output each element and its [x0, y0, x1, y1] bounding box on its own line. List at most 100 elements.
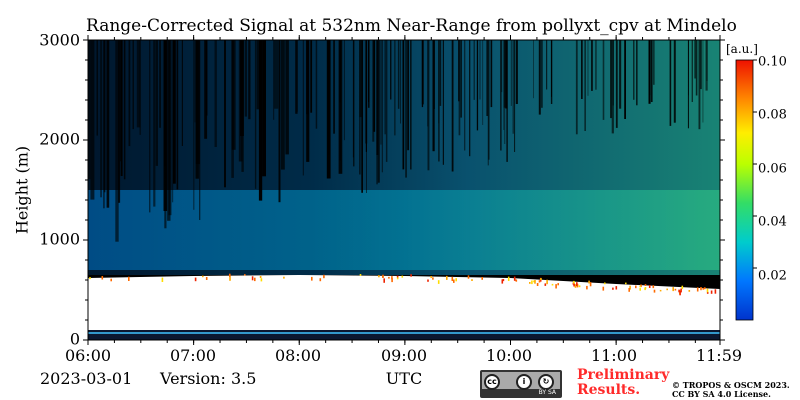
colorbar-tick-label: 0.04	[758, 214, 787, 230]
cloud-base-marker	[714, 289, 717, 294]
cloud-base-marker	[446, 275, 448, 280]
cloud-base-marker	[700, 287, 702, 291]
cloud-base-marker	[576, 282, 578, 287]
cloud-base-marker	[688, 290, 691, 292]
signal-dropout-streak	[490, 40, 493, 108]
axis-ticks	[83, 35, 725, 345]
signal-dropout-streak	[486, 40, 488, 116]
signal-dropout-streak	[285, 40, 289, 155]
cloud-base-marker	[202, 275, 204, 278]
signal-dropout-streak	[669, 40, 672, 126]
cloud-base-marker	[604, 282, 606, 285]
chart-title: Range-Corrected Signal at 532nm Near-Ran…	[86, 16, 737, 36]
cloud-base-marker	[678, 289, 680, 293]
signal-dropout-streak	[328, 40, 330, 155]
signal-dropout-streak	[377, 40, 380, 183]
cloud-base-marker	[648, 285, 651, 288]
signal-dropout-streak	[262, 40, 266, 177]
signal-dropout-streak	[505, 40, 508, 109]
signal-dropout-streak	[199, 40, 201, 220]
cloud-base-marker	[529, 282, 531, 284]
signal-dropout-streak	[649, 40, 651, 96]
signal-dropout-streak	[136, 40, 141, 128]
signal-dropout-streak	[587, 40, 589, 96]
cloud-base-marker	[396, 275, 399, 278]
signal-dropout-streak	[343, 40, 345, 141]
signal-dropout-streak	[278, 40, 281, 203]
cloud-base-marker	[515, 279, 518, 282]
below-cloud-clear-region	[88, 275, 720, 330]
colorbar-tick-label: 0.02	[758, 268, 787, 284]
signal-dropout-streak	[100, 40, 102, 198]
cloud-base-marker	[538, 280, 541, 283]
signal-dropout-streak	[256, 40, 261, 110]
preliminary-note: Preliminary Results.	[577, 368, 669, 398]
signal-dropout-streak	[482, 40, 484, 125]
signal-dropout-streak	[410, 40, 412, 170]
colorbar-tick-label: 0.06	[758, 161, 787, 177]
cloud-base-marker	[706, 288, 709, 293]
signal-dropout-streak	[172, 40, 176, 184]
cloud-base-marker	[644, 287, 646, 291]
x-tick-label: 10:00	[485, 346, 533, 365]
cloud-base-marker	[383, 278, 385, 283]
cloud-base-marker	[681, 285, 684, 290]
cloud-base-marker	[427, 279, 429, 282]
cloud-base-marker	[467, 275, 470, 279]
signal-dropout-streak	[384, 40, 386, 135]
signal-dropout-streak	[193, 40, 195, 210]
signal-dropout-streak	[254, 40, 257, 189]
signal-dropout-streak	[120, 40, 122, 162]
signal-dropout-streak	[514, 40, 516, 152]
cloud-base-marker	[644, 284, 647, 286]
boundary-layer-signal	[88, 190, 720, 270]
copyright-line-2: CC BY SA 4.0 License.	[672, 389, 771, 399]
copyright-line-1: © TROPOS & OSCM 2023.	[672, 380, 790, 390]
signal-dropout-streak	[636, 40, 638, 106]
cloud-base-marker	[319, 278, 322, 282]
colorbar-unit: [a.u.]	[726, 42, 758, 56]
cloud-base-marker	[359, 274, 362, 276]
signal-dropout-streak	[427, 40, 430, 171]
signal-dropout-streak	[402, 40, 405, 170]
signal-dropout-streak	[488, 40, 490, 160]
cloud-base-marker	[540, 278, 542, 280]
cloud-base-marker	[578, 285, 581, 288]
cloud-base-marker	[557, 283, 559, 286]
signal-dropout-streak	[503, 40, 506, 108]
signal-dropout-streak	[541, 40, 543, 108]
cloud-base-marker	[666, 288, 668, 291]
cloud-base-marker	[382, 274, 384, 278]
signal-dropout-streak	[139, 40, 141, 135]
cloud-base-marker	[672, 287, 674, 292]
signal-dropout-streak	[106, 40, 110, 208]
cloud-base-marker	[378, 275, 380, 278]
cloud-base-marker	[432, 277, 434, 280]
signal-dropout-streak	[128, 40, 131, 147]
cc-badge-text: BY SA	[538, 389, 556, 396]
signal-dropout-streak	[394, 40, 396, 136]
x-tick-label: 08:00	[274, 346, 322, 365]
signal-dropout-streak	[258, 40, 263, 201]
cloud-base-marker	[471, 279, 473, 281]
cloud-base-marker	[534, 280, 536, 284]
signal-dropout-streak	[195, 40, 199, 179]
cloud-base-marker	[391, 276, 393, 280]
signal-dropout-streak	[273, 40, 275, 120]
cloud-base-marker	[589, 282, 592, 287]
signal-dropout-streak	[149, 40, 151, 213]
signal-dropout-streak	[653, 40, 655, 85]
cloud-base-marker	[455, 278, 457, 282]
signal-dropout-streak	[390, 40, 392, 100]
signal-dropout-streak	[224, 40, 226, 188]
cloud-base-marker	[481, 277, 483, 280]
cloud-base-marker	[254, 277, 256, 282]
signal-dropout-streak	[501, 40, 503, 93]
cloud-base-marker	[674, 288, 677, 291]
signal-dropout-streak	[153, 40, 156, 207]
cloud-base-marker	[161, 277, 164, 282]
cloud-base-marker	[635, 285, 637, 289]
colorbar-tick-label: 0.08	[758, 107, 787, 123]
attribution-icon: i	[516, 374, 532, 390]
